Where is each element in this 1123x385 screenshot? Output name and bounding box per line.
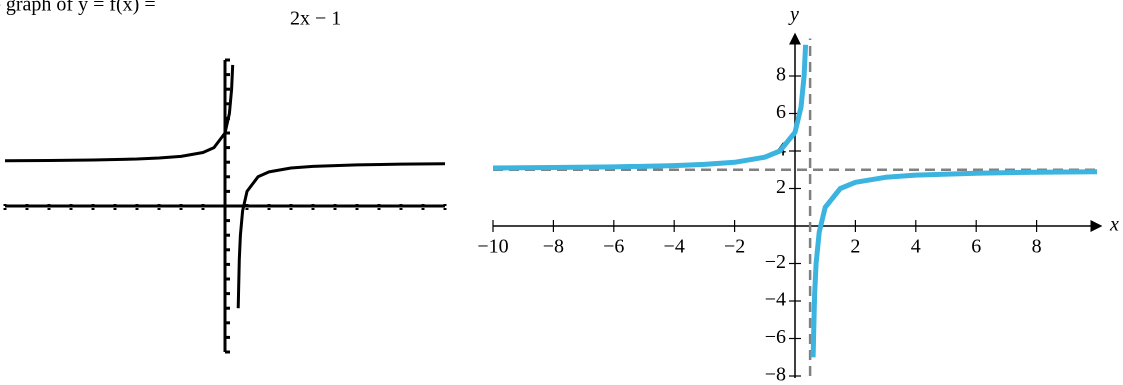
x-tick-label: −4 (664, 236, 685, 258)
header-text: e graph of y = f(x) = (0, 0, 156, 16)
y-tick-label: 6 (776, 101, 786, 123)
x-tick-label: −8 (543, 236, 564, 258)
x-tick-label: −6 (603, 236, 624, 258)
x-tick-label: 2 (850, 236, 860, 258)
header-denominator: 2x − 1 (290, 8, 341, 30)
x-tick-label: −10 (477, 236, 508, 258)
x-tick-label: −2 (724, 236, 745, 258)
y-axis-label: y (788, 4, 799, 26)
y-tick-label: −6 (765, 326, 786, 348)
x-tick-label: 4 (911, 236, 921, 258)
x-tick-label: 8 (1032, 236, 1042, 258)
x-axis-label: x (1109, 214, 1119, 236)
y-tick-label: −8 (765, 364, 786, 385)
y-tick-label: −4 (765, 289, 786, 311)
x-tick-label: 6 (971, 236, 981, 258)
y-tick-label: 8 (776, 64, 786, 86)
y-tick-label: −2 (765, 251, 786, 273)
y-tick-label: 2 (776, 176, 786, 198)
page: e graph of y = f(x) = 2x − 1 x y −10 −8 −6 −4… (0, 0, 1123, 385)
